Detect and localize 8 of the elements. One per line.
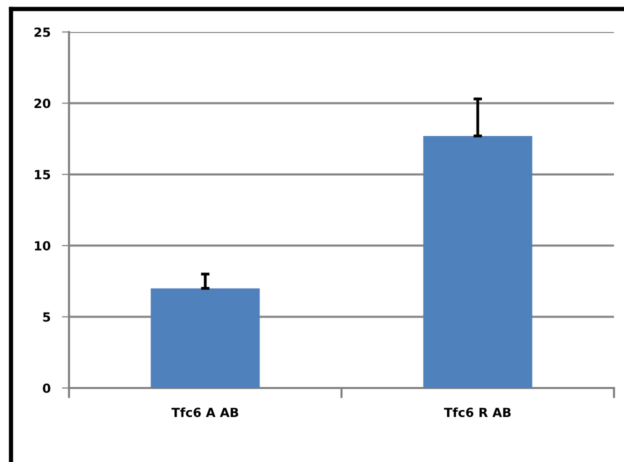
y-tick-label: 20 — [34, 98, 50, 108]
x-tick-label: Tfc6 A AB — [171, 407, 238, 418]
y-tick-label: 5 — [43, 312, 50, 322]
y-tick-label: 15 — [34, 170, 50, 180]
y-tick-label: 10 — [34, 241, 50, 251]
y-tick-label: 25 — [34, 27, 50, 37]
y-tick-label: 0 — [42, 383, 50, 393]
x-tick-label: Tfc6 R AB — [444, 407, 511, 418]
